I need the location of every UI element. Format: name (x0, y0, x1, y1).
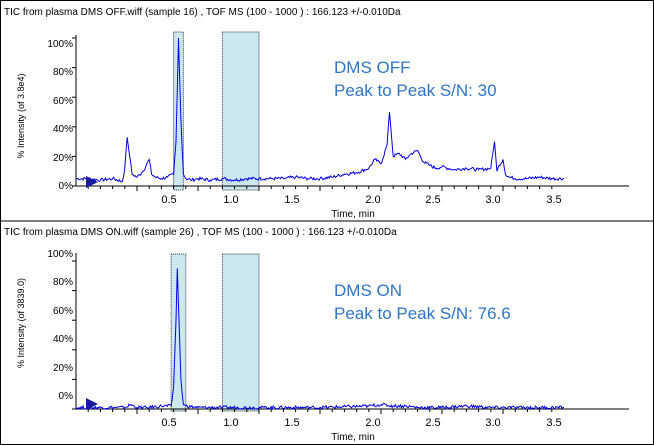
y-tick-label: 80% (53, 67, 73, 78)
annotation-snr: Peak to Peak S/N: 30 (334, 81, 497, 100)
y-tick-label: 20% (53, 363, 73, 374)
y-tick-label: 60% (53, 96, 73, 107)
series-line (75, 268, 565, 411)
x-tick-label: 3.0 (485, 194, 500, 206)
panel-dms-on: TIC from plasma DMS ON.wiff (sample 26) … (4, 227, 629, 443)
y-tick-label: 100% (47, 39, 73, 50)
y-tick-label: 80% (53, 277, 73, 288)
x-tick-label: 2.0 (365, 417, 380, 429)
x-tick-label: 0.5 (161, 417, 176, 429)
integration-window (221, 253, 260, 412)
annotation-title: DMS OFF (334, 58, 411, 77)
y-tick-label: 60% (53, 306, 73, 317)
y-tick-label: 40% (53, 124, 73, 135)
x-tick-label: 0.5 (161, 194, 176, 206)
baseline-marker-icon (86, 398, 98, 410)
x-tick-label: 3.0 (485, 417, 500, 429)
x-tick-label: 1.5 (284, 417, 299, 429)
x-tick-label: 1.5 (284, 194, 299, 206)
series-line (76, 37, 564, 183)
x-axis-label: Time, min (331, 432, 375, 443)
x-tick-label: 3.5 (546, 417, 561, 429)
y-tick-label: 100% (47, 249, 73, 260)
baseline-marker-icon (86, 176, 98, 188)
y-axis-label: % Intensity (of 3.8e4) (16, 73, 26, 158)
y-tick-label: 0% (59, 181, 74, 192)
x-tick-label: 1.0 (223, 194, 238, 206)
panel-dms-off: TIC from plasma DMS OFF.wiff (sample 16)… (1, 7, 653, 222)
integration-window (170, 253, 187, 412)
x-tick-label: 2.5 (425, 194, 440, 206)
integration-window (173, 31, 184, 191)
y-axis-label: % Intensity (of 3839.0) (16, 278, 26, 368)
annotation-title: DMS ON (334, 281, 402, 300)
x-axis-label: Time, min (331, 209, 375, 220)
x-tick-label: 2.0 (365, 194, 380, 206)
x-tick-label: 3.5 (546, 194, 561, 206)
y-tick-label: 40% (53, 334, 73, 345)
annotation-snr: Peak to Peak S/N: 76.6 (334, 304, 511, 323)
panel-title: TIC from plasma DMS OFF.wiff (sample 16)… (4, 7, 401, 18)
panel-title: TIC from plasma DMS ON.wiff (sample 26) … (4, 227, 397, 238)
x-tick-label: 2.5 (425, 417, 440, 429)
y-tick-label: 0% (59, 391, 74, 402)
x-tick-label: 1.0 (223, 417, 238, 429)
integration-window (221, 31, 260, 191)
y-tick-label: 20% (53, 153, 73, 164)
